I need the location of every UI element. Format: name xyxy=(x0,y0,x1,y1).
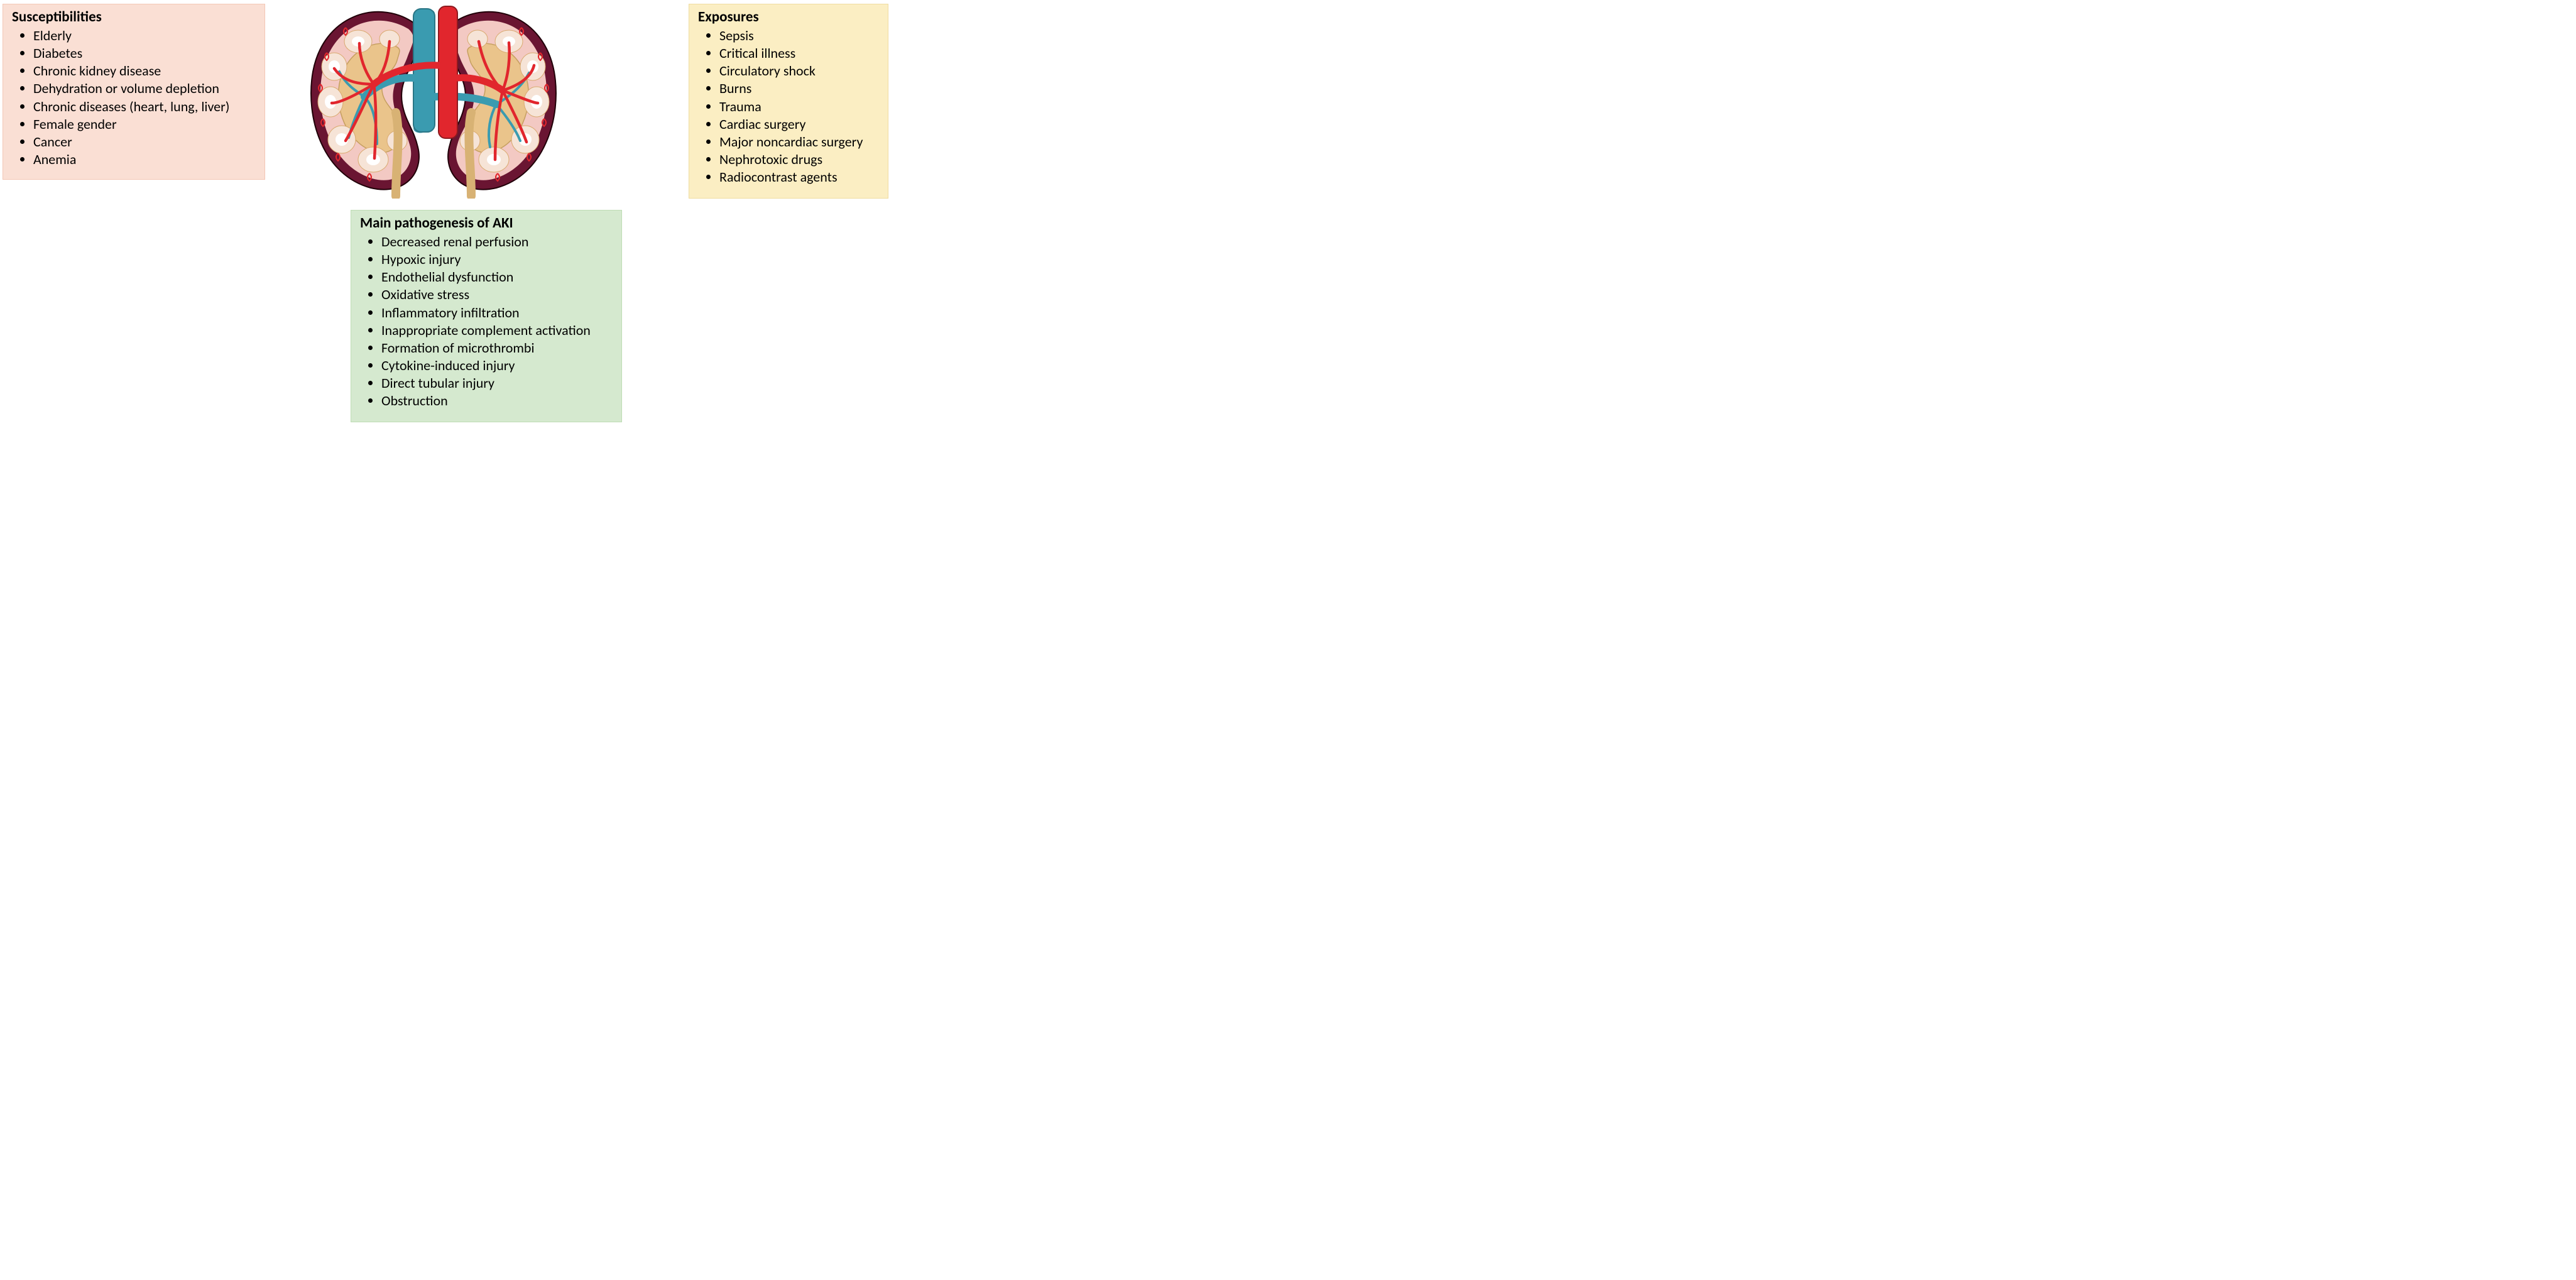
list-item: Burns xyxy=(719,80,879,97)
diagram-canvas: Susceptibilities Elderly Diabetes Chroni… xyxy=(0,0,965,479)
susceptibilities-panel: Susceptibilities Elderly Diabetes Chroni… xyxy=(3,4,265,180)
pathogenesis-panel: Main pathogenesis of AKI Decreased renal… xyxy=(351,210,622,422)
list-item: Formation of microthrombi xyxy=(381,339,613,357)
pathogenesis-title: Main pathogenesis of AKI xyxy=(360,214,613,232)
list-item: Trauma xyxy=(719,98,879,116)
list-item: Chronic diseases (heart, lung, liver) xyxy=(33,98,256,116)
susceptibilities-list: Elderly Diabetes Chronic kidney disease … xyxy=(12,27,256,168)
list-item: Female gender xyxy=(33,116,256,133)
list-item: Cytokine-induced injury xyxy=(381,357,613,375)
list-item: Cancer xyxy=(33,133,256,151)
list-item: Sepsis xyxy=(719,27,879,45)
list-item: Radiocontrast agents xyxy=(719,168,879,186)
list-item: Inappropriate complement activation xyxy=(381,322,613,339)
list-item: Elderly xyxy=(33,27,256,45)
list-item: Obstruction xyxy=(381,392,613,410)
list-item: Cardiac surgery xyxy=(719,116,879,133)
list-item: Inflammatory infiltration xyxy=(381,304,613,322)
list-item: Endothelial dysfunction xyxy=(381,268,613,286)
list-item: Major noncardiac surgery xyxy=(719,133,879,151)
list-item: Diabetes xyxy=(33,45,256,62)
list-item: Critical illness xyxy=(719,45,879,62)
exposures-list: Sepsis Critical illness Circulatory shoc… xyxy=(698,27,879,186)
list-item: Decreased renal perfusion xyxy=(381,233,613,251)
kidney-svg xyxy=(302,3,565,199)
list-item: Nephrotoxic drugs xyxy=(719,151,879,168)
list-item: Dehydration or volume depletion xyxy=(33,80,256,97)
list-item: Circulatory shock xyxy=(719,62,879,80)
list-item: Direct tubular injury xyxy=(381,375,613,392)
list-item: Hypoxic injury xyxy=(381,251,613,268)
pathogenesis-list: Decreased renal perfusion Hypoxic injury… xyxy=(360,233,613,410)
susceptibilities-title: Susceptibilities xyxy=(12,8,256,26)
list-item: Chronic kidney disease xyxy=(33,62,256,80)
kidney-illustration xyxy=(302,3,565,199)
list-item: Oxidative stress xyxy=(381,286,613,304)
exposures-title: Exposures xyxy=(698,8,879,26)
exposures-panel: Exposures Sepsis Critical illness Circul… xyxy=(689,4,888,199)
list-item: Anemia xyxy=(33,151,256,168)
